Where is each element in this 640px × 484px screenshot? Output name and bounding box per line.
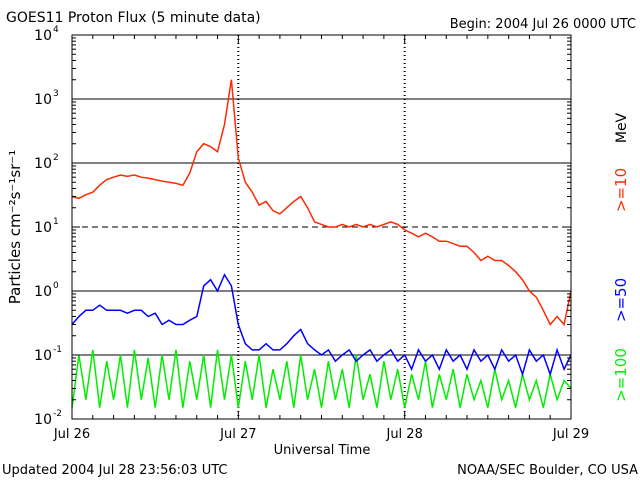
grid — [72, 35, 571, 419]
y-tick-label: 10 — [34, 92, 52, 108]
series-line-100mev — [71, 349, 572, 408]
y-tick-label: 10 — [34, 220, 52, 236]
y-tick-label: 10 — [34, 348, 52, 364]
legend-entry: >=10 — [612, 168, 630, 212]
y-tick-exponent: 0 — [53, 281, 59, 291]
source-label: NOAA/SEC Boulder, CO USA — [457, 463, 638, 478]
y-tick-label: 10 — [34, 156, 52, 172]
series-line-10mev — [71, 79, 572, 327]
y-axis-label: Particles cm⁻²s⁻¹sr⁻¹ — [6, 150, 24, 304]
begin-label: Begin: 2004 Jul 26 0000 UTC — [450, 17, 636, 32]
x-tick-label: Jul 27 — [219, 427, 256, 442]
y-tick-label: 10 — [34, 28, 52, 44]
y-tick-label: 10 — [34, 412, 52, 428]
legend-entry: >=100 — [612, 348, 630, 402]
y-tick-exponent: 1 — [53, 217, 59, 227]
y-tick-exponent: -2 — [53, 409, 62, 419]
y-tick-label: 10 — [34, 284, 52, 300]
legend-entry: >=50 — [612, 278, 630, 322]
series-line-50mev — [71, 273, 572, 377]
y-tick-exponent: 3 — [53, 89, 59, 99]
series-group — [71, 79, 572, 408]
x-tick-label: Jul 29 — [552, 427, 589, 442]
y-tick-exponent: 2 — [53, 153, 59, 163]
chart-title: GOES11 Proton Flux (5 minute data) — [6, 10, 261, 26]
x-tick-label: Jul 28 — [385, 427, 422, 442]
y-tick-exponent: -1 — [53, 345, 62, 355]
updated-label: Updated 2004 Jul 28 23:56:03 UTC — [2, 463, 227, 478]
y-tick-exponent: 4 — [53, 25, 59, 35]
x-axis-label: Universal Time — [274, 443, 371, 458]
units-label: MeV — [614, 112, 630, 143]
legend: >=10 >=50 >=100 — [612, 168, 630, 402]
x-tick-label: Jul 26 — [53, 427, 90, 442]
